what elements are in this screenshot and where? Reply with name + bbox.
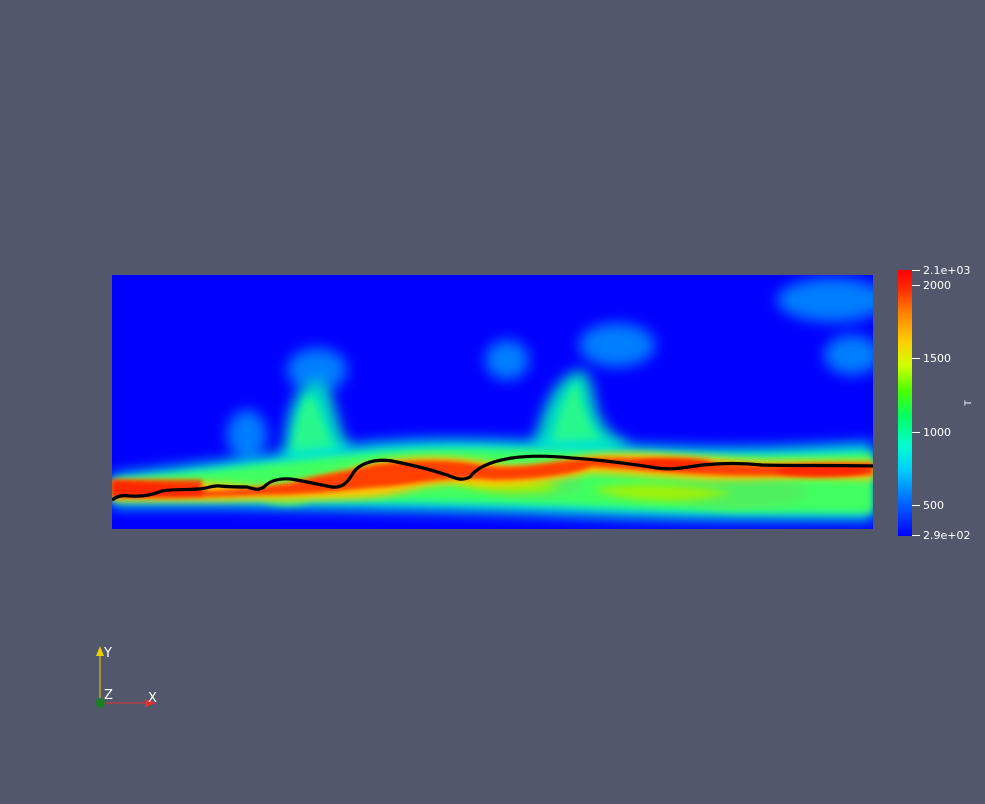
y-axis-arrow: [96, 646, 104, 656]
colorbar-tick-label: 500: [923, 499, 944, 513]
colorbar: [898, 270, 912, 536]
colorbar-tick: [912, 358, 920, 360]
colorbar-tick-label: 2.9e+02: [923, 529, 971, 542]
colorbar-tick-label: 1500: [923, 352, 951, 366]
temperature-field: [112, 275, 873, 529]
x-axis-arrow: [145, 699, 156, 707]
x-axis-label: X: [148, 691, 157, 706]
colorbar-tick: [912, 270, 920, 271]
colorbar-title: T: [964, 400, 974, 406]
contour-line: [112, 454, 873, 502]
colorbar-tick-label: 1000: [923, 425, 951, 439]
orientation-axes: [95, 646, 156, 708]
colorbar-tick-label: 2000: [923, 278, 951, 292]
y-axis-label: Y: [104, 646, 112, 661]
colorbar-tick: [912, 505, 920, 507]
colorbar-tick-label: 2.1e+03: [923, 264, 971, 277]
colorbar-tick: [912, 535, 920, 536]
colorbar-tick: [912, 431, 920, 433]
colorbar-tick: [912, 284, 920, 286]
z-axis-dot: [95, 698, 105, 708]
z-axis-label: Z: [104, 688, 113, 703]
